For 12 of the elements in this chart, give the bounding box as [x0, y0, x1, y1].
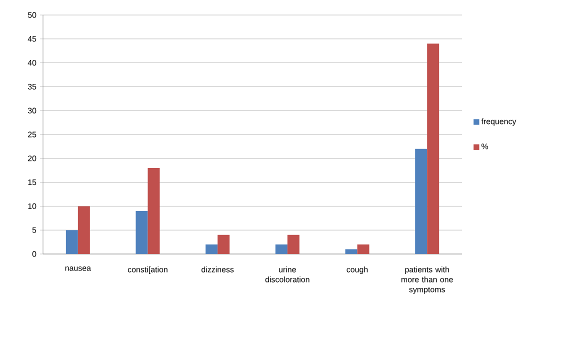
bar	[218, 234, 230, 254]
bar	[415, 148, 428, 254]
bar	[136, 210, 148, 254]
bar	[357, 244, 370, 254]
bar	[66, 230, 78, 254]
bar	[275, 244, 288, 254]
bar	[148, 168, 160, 254]
bar	[427, 44, 440, 254]
bar	[78, 206, 90, 254]
bar	[345, 249, 358, 254]
bar	[206, 244, 218, 254]
bar	[287, 234, 300, 254]
